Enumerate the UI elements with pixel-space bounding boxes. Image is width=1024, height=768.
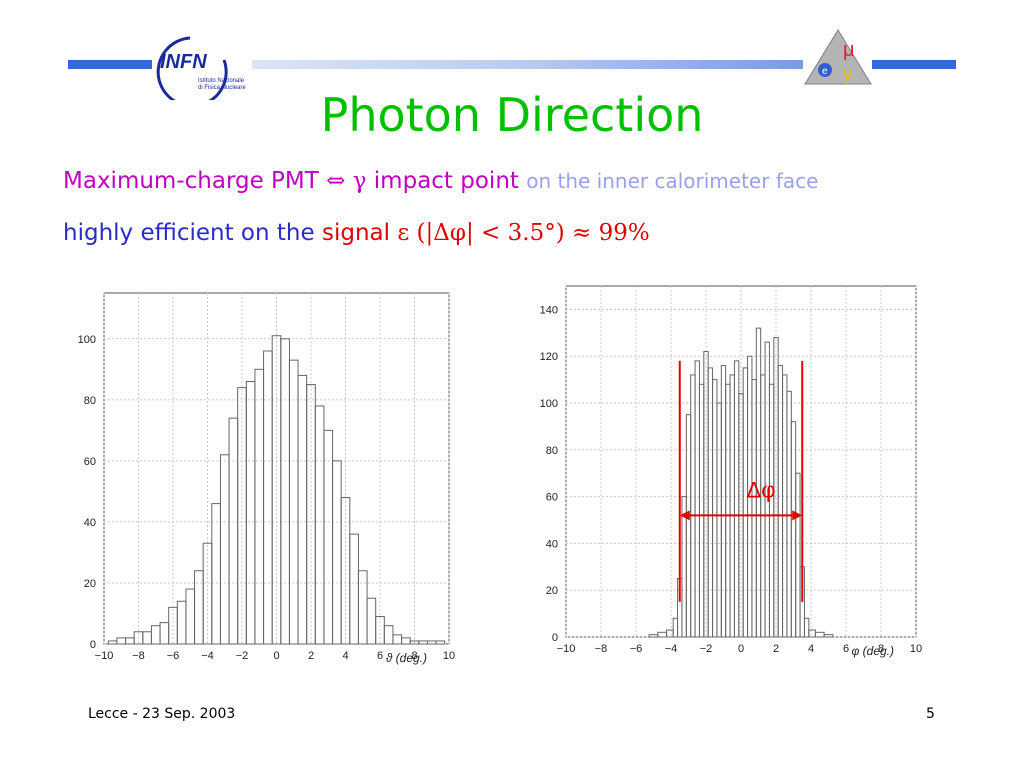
x-tick-label: 10 [443, 650, 455, 662]
meg-logo-electron-icon [818, 63, 832, 77]
infn-logo-sub1: Istituto Nazionale [198, 78, 245, 84]
x-tick-label: −10 [557, 643, 576, 655]
line2-signal: signal [321, 220, 391, 246]
y-tick-label: 20 [546, 585, 558, 597]
x-axis-label: φ (deg.) [851, 644, 894, 658]
y-tick-label: 100 [540, 398, 558, 410]
arrow-head-left [679, 510, 690, 521]
x-tick-label: 2 [773, 643, 779, 655]
line2-formula: ε (|Δφ| < 3.5°) ≈ 99% [397, 220, 650, 246]
delta-phi-label: Δφ [747, 477, 776, 502]
infn-logo-text: INFN [160, 51, 207, 73]
x-tick-label: −4 [201, 650, 214, 662]
page-number: 5 [926, 706, 935, 722]
y-tick-label: 0 [552, 632, 558, 644]
meg-logo-mu: μ [843, 39, 855, 61]
header-bar-left [68, 60, 152, 69]
line1-gamma: γ [352, 168, 367, 194]
meg-logo-e: e [822, 66, 828, 77]
x-tick-label: 8 [878, 643, 884, 655]
x-tick-label: 4 [808, 643, 814, 655]
line1-text-2: impact point [373, 168, 519, 194]
y-tick-label: 100 [78, 334, 96, 346]
x-tick-label: 10 [910, 643, 922, 655]
y-tick-label: 0 [90, 639, 96, 651]
subtitle-line-2: highly efficient on the signal ε (|Δφ| <… [63, 220, 650, 246]
x-tick-label: −4 [665, 643, 678, 655]
x-tick-label: 0 [738, 643, 744, 655]
y-tick-label: 140 [540, 304, 558, 316]
y-tick-label: 20 [84, 578, 96, 590]
y-tick-label: 60 [546, 492, 558, 504]
x-tick-label: −6 [630, 643, 643, 655]
x-tick-label: −8 [595, 643, 608, 655]
histogram-bar [435, 640, 446, 645]
x-tick-label: 4 [342, 650, 348, 662]
y-tick-label: 60 [84, 456, 96, 468]
x-tick-label: 6 [843, 643, 849, 655]
histogram-bar [795, 472, 801, 638]
x-tick-label: 0 [273, 650, 279, 662]
line1-text-1: Maximum-charge PMT [63, 168, 319, 194]
x-tick-label: −2 [236, 650, 249, 662]
x-tick-label: −6 [167, 650, 180, 662]
histogram-bar [823, 634, 834, 638]
y-tick-label: 40 [84, 517, 96, 529]
header-bar-right [872, 60, 956, 69]
y-tick-label: 80 [546, 445, 558, 457]
subtitle-line-1: Maximum-charge PMT ⇔ γ impact point on t… [63, 168, 818, 194]
x-tick-label: 2 [308, 650, 314, 662]
meg-logo: μ e γ [804, 29, 872, 85]
meg-logo-gamma: γ [843, 64, 852, 84]
header-bar-middle [248, 60, 803, 69]
x-tick-label: −10 [95, 650, 114, 662]
infn-logo: INFN Istituto Nazionale di Fisica Nuclea… [152, 30, 252, 100]
infn-logo-sub2: di Fisica Nucleare [198, 85, 246, 91]
line1-arrow: ⇔ [326, 168, 346, 194]
x-tick-label: −8 [132, 650, 145, 662]
histogram-bar [803, 617, 810, 638]
line2-text-1: highly efficient on the [63, 220, 315, 246]
y-tick-label: 80 [84, 395, 96, 407]
line1-text-3: on the inner calorimeter face [526, 169, 819, 193]
x-tick-label: 6 [377, 650, 383, 662]
y-tick-label: 120 [540, 351, 558, 363]
x-tick-label: 8 [411, 650, 417, 662]
x-axis-label: ϑ (deg.) [386, 651, 427, 665]
arrow-head-right [792, 510, 803, 521]
y-tick-label: 40 [546, 538, 558, 550]
x-tick-label: −2 [700, 643, 713, 655]
footer-date: Lecce - 23 Sep. 2003 [88, 706, 236, 722]
slide-title: Photon Direction [320, 88, 704, 142]
